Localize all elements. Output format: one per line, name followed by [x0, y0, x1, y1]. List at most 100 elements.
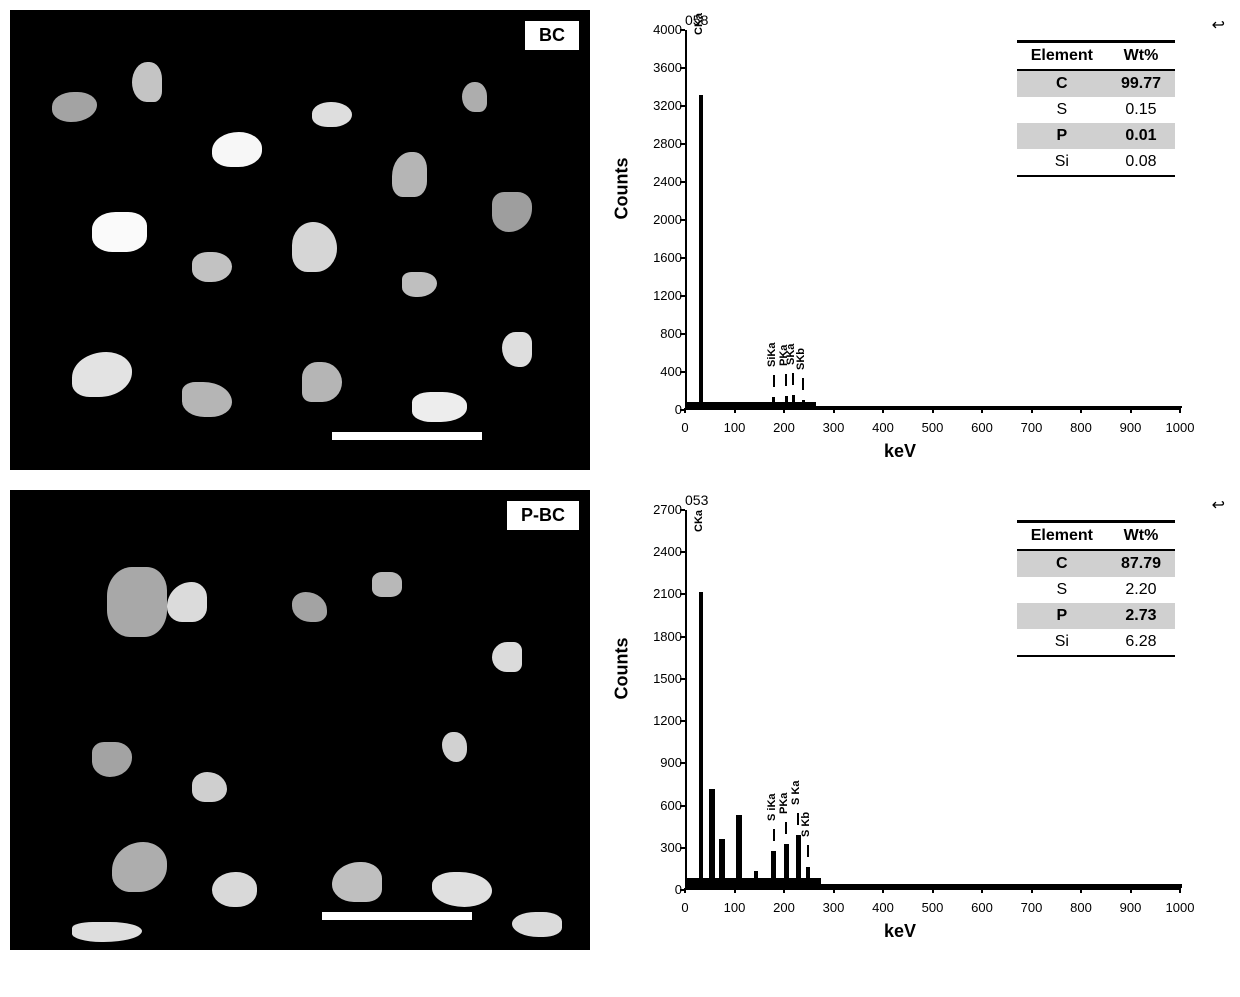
spectrum-peak [699, 592, 703, 888]
table-header: Wt% [1107, 522, 1175, 551]
y-tick-mark [680, 371, 685, 373]
y-tick-label: 1600 [644, 250, 682, 265]
x-tick-label: 1000 [1161, 420, 1199, 435]
x-tick-label: 500 [914, 900, 952, 915]
x-tick-label: 400 [864, 900, 902, 915]
spectrum-baseline [821, 884, 1182, 888]
sem-blob [167, 582, 207, 622]
y-tick-label: 4000 [644, 22, 682, 37]
y-tick-mark [680, 67, 685, 69]
spectrum-peak [754, 871, 758, 888]
sem-label: P-BC [506, 500, 580, 531]
y-tick-label: 1200 [644, 713, 682, 728]
sem-blob [432, 872, 492, 907]
sem-blob [332, 862, 382, 902]
peak-label-tick [773, 375, 775, 387]
peak-label-tick [792, 373, 794, 385]
x-tick-label: 200 [765, 420, 803, 435]
x-tick-label: 500 [914, 420, 952, 435]
table-header: Wt% [1107, 42, 1175, 71]
x-tick-mark [734, 888, 736, 893]
peak-label-tick [785, 822, 787, 834]
y-tick-label: 2700 [644, 502, 682, 517]
x-tick-label: 700 [1013, 900, 1051, 915]
x-tick-label: 600 [963, 420, 1001, 435]
spectrum-peak [792, 395, 795, 408]
y-tick-mark [680, 762, 685, 764]
element-cell: C [1017, 550, 1107, 577]
sem-blob [392, 152, 427, 197]
table-row: S2.20 [1017, 577, 1175, 603]
table-row: Si0.08 [1017, 149, 1175, 176]
eds-chart: 053↩CountskeVCKaS iKaPKaS KaS Kb03006009… [610, 490, 1190, 950]
sem-blob [72, 922, 142, 942]
scalebar [322, 912, 472, 920]
spectrum-peak [736, 815, 742, 888]
spectrum-peak [802, 400, 805, 408]
sem-blob [92, 212, 147, 252]
table-row: C99.77 [1017, 70, 1175, 97]
peak-label-tick [802, 378, 804, 390]
x-tick-label: 700 [1013, 420, 1051, 435]
sem-blob [192, 772, 227, 802]
element-cell: S [1017, 97, 1107, 123]
x-tick-label: 0 [666, 420, 704, 435]
x-tick-mark [981, 888, 983, 893]
sem-blob [212, 872, 257, 907]
x-tick-label: 300 [815, 900, 853, 915]
y-tick-label: 1200 [644, 288, 682, 303]
x-tick-label: 600 [963, 900, 1001, 915]
x-tick-mark [833, 888, 835, 893]
x-tick-mark [833, 408, 835, 413]
element-cell: Si [1017, 629, 1107, 656]
x-tick-mark [1130, 888, 1132, 893]
sem-blob [192, 252, 232, 282]
x-tick-label: 100 [716, 900, 754, 915]
peak-label: CKa [693, 510, 705, 532]
y-tick-mark [680, 333, 685, 335]
sem-blob [182, 382, 232, 417]
y-tick-mark [680, 295, 685, 297]
element-cell: C [1017, 70, 1107, 97]
peak-label: S Ka [790, 780, 802, 804]
x-tick-mark [684, 888, 686, 893]
return-icon: ↩ [1212, 495, 1225, 515]
y-tick-label: 3200 [644, 98, 682, 113]
sem-blob [402, 272, 437, 297]
spectrum-peak [699, 95, 703, 409]
sem-blob [462, 82, 487, 112]
x-tick-mark [882, 408, 884, 413]
y-tick-label: 0 [644, 402, 682, 417]
x-tick-mark [783, 408, 785, 413]
x-tick-label: 400 [864, 420, 902, 435]
x-tick-label: 800 [1062, 900, 1100, 915]
table-row: Si6.28 [1017, 629, 1175, 656]
element-cell: Si [1017, 149, 1107, 176]
x-tick-mark [1179, 888, 1181, 893]
x-tick-mark [783, 888, 785, 893]
wt-cell: 0.15 [1107, 97, 1175, 123]
wt-cell: 0.01 [1107, 123, 1175, 149]
sem-blob [442, 732, 467, 762]
spectrum-peak [771, 851, 776, 888]
panel-row: BC058↩CountskeVCKaSiKaPKaSKaSKb040080012… [10, 10, 1230, 470]
x-tick-mark [1031, 408, 1033, 413]
x-axis-label: keV [884, 921, 916, 942]
sem-blob [492, 642, 522, 672]
sem-texture [12, 12, 588, 468]
x-tick-mark [932, 888, 934, 893]
sem-blob [302, 362, 342, 402]
y-tick-label: 1800 [644, 629, 682, 644]
y-tick-label: 2000 [644, 212, 682, 227]
y-tick-label: 300 [644, 840, 682, 855]
x-tick-label: 100 [716, 420, 754, 435]
wt-cell: 2.73 [1107, 603, 1175, 629]
y-tick-mark [680, 257, 685, 259]
wt-cell: 2.20 [1107, 577, 1175, 603]
sem-image: P-BC [10, 490, 590, 950]
spectrum-peak [806, 867, 810, 888]
y-axis-label: Counts [612, 158, 633, 220]
y-tick-mark [680, 509, 685, 511]
sem-blob [112, 842, 167, 892]
element-cell: P [1017, 603, 1107, 629]
